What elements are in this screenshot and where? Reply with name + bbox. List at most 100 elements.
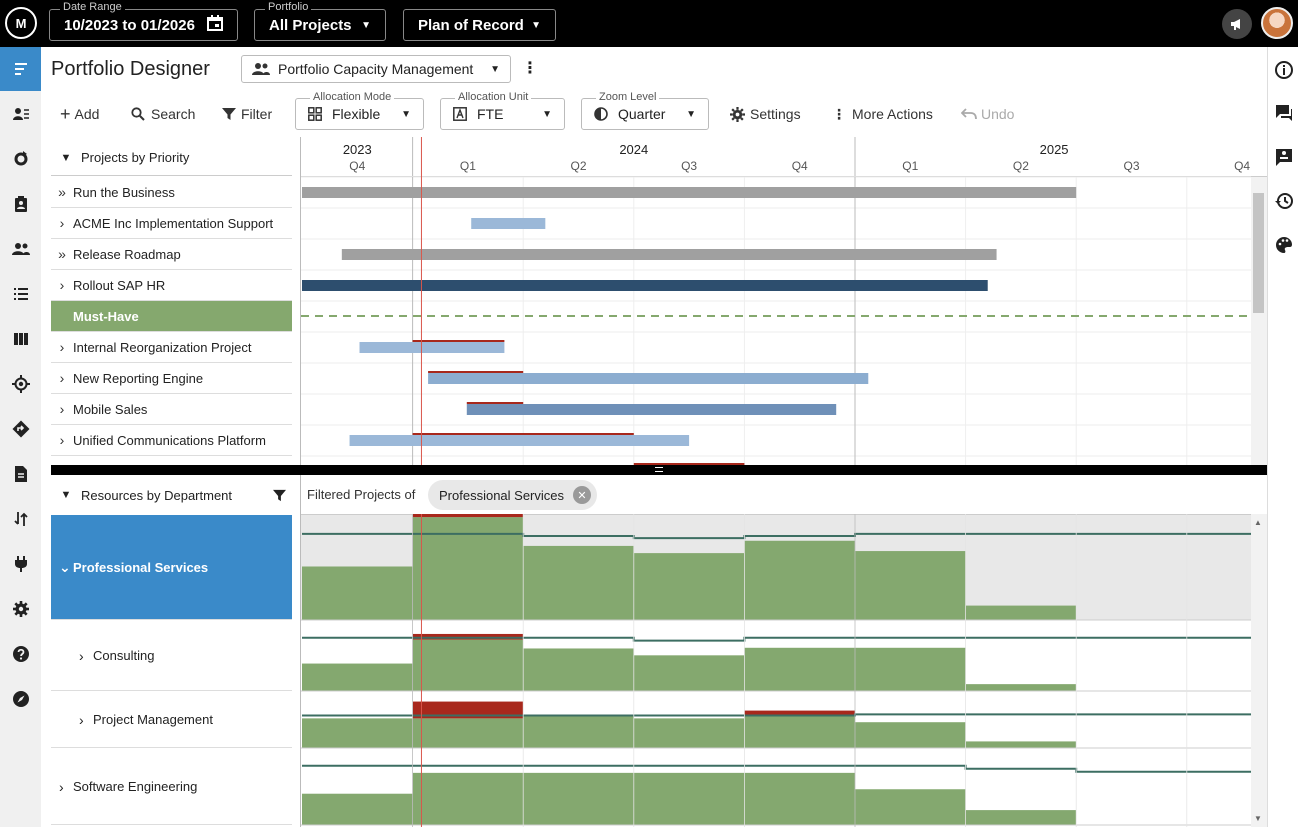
gantt-bar[interactable]	[349, 435, 690, 446]
scroll-down-icon[interactable]: ▼	[1254, 814, 1262, 823]
contact-card-icon[interactable]	[1274, 147, 1294, 167]
department-row[interactable]: › Software Engineering	[51, 749, 292, 825]
scroll-up-icon[interactable]: ▲	[1254, 518, 1262, 527]
panel-splitter[interactable]	[300, 137, 301, 827]
demand-bar[interactable]	[744, 540, 855, 620]
double-chevron-icon[interactable]: »	[58, 246, 66, 262]
view-select[interactable]: Portfolio Capacity Management ▼	[241, 55, 511, 83]
demand-bar[interactable]	[412, 517, 524, 620]
demand-bar[interactable]	[523, 716, 634, 748]
nav-item-routing[interactable]	[0, 407, 41, 451]
demand-bar[interactable]	[633, 655, 745, 691]
nav-item-plug[interactable]	[0, 542, 41, 586]
demand-bar[interactable]	[523, 545, 634, 620]
comments-icon[interactable]	[1274, 103, 1294, 123]
more-actions-button[interactable]: ⋮ More Actions	[832, 99, 933, 129]
chevron-right-icon[interactable]: ›	[79, 711, 84, 728]
project-row[interactable]: › Internal Reorganization Project	[51, 332, 292, 363]
project-row[interactable]: › Unified Communications Platform	[51, 425, 292, 456]
demand-bar[interactable]	[855, 551, 966, 620]
close-icon[interactable]: ✕	[573, 486, 591, 504]
app-logo[interactable]: M	[5, 7, 37, 39]
demand-bar[interactable]	[633, 553, 745, 620]
settings-button[interactable]: Settings	[730, 99, 801, 129]
user-avatar[interactable]	[1261, 7, 1293, 39]
demand-bar[interactable]	[633, 718, 745, 748]
drag-handle-icon[interactable]	[655, 467, 663, 472]
nav-item-sort[interactable]	[0, 497, 41, 541]
filter-chip[interactable]: Professional Services ✕	[428, 480, 597, 510]
nav-item-clipboard[interactable]	[0, 182, 41, 226]
demand-bar[interactable]	[855, 722, 966, 748]
add-button[interactable]: + Add	[60, 99, 99, 129]
overallocation-bar[interactable]	[412, 701, 524, 719]
nav-item-columns[interactable]	[0, 317, 41, 361]
gantt-bar[interactable]	[359, 342, 505, 353]
demand-bar[interactable]	[744, 715, 855, 748]
gantt-bar[interactable]	[466, 404, 837, 415]
demand-bar[interactable]	[523, 648, 634, 691]
nav-item-target[interactable]	[0, 362, 41, 406]
chevron-down-icon[interactable]: ⌄	[59, 558, 71, 575]
demand-bar[interactable]	[302, 793, 413, 825]
demand-bar[interactable]	[523, 772, 634, 825]
gantt-bar[interactable]	[302, 280, 988, 291]
page-more-icon[interactable]: ⋮	[522, 60, 538, 77]
project-row[interactable]: » Run the Business	[51, 177, 292, 208]
overallocation-bar[interactable]	[412, 633, 524, 640]
collapse-triangle-icon[interactable]: ▼	[60, 151, 72, 164]
demand-bar[interactable]	[633, 772, 745, 825]
nav-item-resource-list[interactable]	[0, 92, 41, 136]
nav-item-people[interactable]	[0, 227, 41, 271]
project-row[interactable]: » Release Roadmap	[51, 239, 292, 270]
date-range-field[interactable]: Date Range 10/2023 to 01/2026	[49, 1, 238, 41]
chevron-right-icon[interactable]: ›	[59, 339, 65, 355]
portfolio-select[interactable]: Portfolio All Projects ▼	[254, 1, 386, 41]
gantt-bar[interactable]	[341, 249, 997, 260]
projects-header[interactable]: ▼ Projects by Priority	[51, 140, 292, 176]
demand-bar[interactable]	[412, 639, 524, 691]
department-row[interactable]: › Consulting	[51, 621, 292, 691]
history-icon[interactable]	[1274, 191, 1294, 211]
nav-item-document[interactable]	[0, 452, 41, 496]
demand-bar[interactable]	[744, 772, 855, 825]
nav-item-refresh-cycle[interactable]	[0, 137, 41, 181]
project-row[interactable]: › New Reporting Engine	[51, 363, 292, 394]
demand-bar[interactable]	[302, 718, 413, 748]
department-row[interactable]: ⌄ Professional Services	[51, 515, 292, 620]
nav-item-list[interactable]	[0, 272, 41, 316]
project-row[interactable]: › Mobile Sales	[51, 394, 292, 425]
undo-button[interactable]: Undo	[961, 99, 1014, 129]
demand-bar[interactable]	[412, 772, 524, 825]
demand-bar[interactable]	[302, 663, 413, 691]
double-chevron-icon[interactable]: »	[58, 184, 66, 200]
palette-icon[interactable]	[1274, 235, 1294, 255]
announcements-button[interactable]	[1222, 9, 1252, 39]
demand-bar[interactable]	[965, 810, 1077, 825]
overallocation-bar[interactable]	[412, 514, 524, 518]
priority-separator[interactable]: Must-Have	[51, 301, 292, 332]
demand-bar[interactable]	[744, 647, 855, 691]
filter-button[interactable]: Filter	[222, 99, 272, 129]
resources-header[interactable]: ▼ Resources by Department	[51, 480, 292, 510]
demand-bar[interactable]	[855, 789, 966, 825]
pane-divider[interactable]	[51, 465, 1267, 475]
demand-bar[interactable]	[965, 741, 1077, 748]
demand-bar[interactable]	[302, 566, 413, 620]
demand-bar[interactable]	[412, 718, 524, 748]
gantt-scroll-thumb[interactable]	[1253, 193, 1264, 313]
overallocation-bar[interactable]	[744, 710, 855, 716]
demand-bar[interactable]	[855, 647, 966, 691]
gantt-scrollbar[interactable]	[1251, 177, 1267, 465]
gantt-bar[interactable]	[471, 218, 546, 229]
gantt-bar[interactable]	[428, 373, 869, 384]
chevron-right-icon[interactable]: ›	[59, 778, 64, 795]
allocation-mode-select[interactable]: Allocation Mode Flexible ▼	[295, 91, 424, 130]
chevron-right-icon[interactable]: ›	[79, 647, 84, 664]
nav-item-settings[interactable]	[0, 587, 41, 631]
chevron-right-icon[interactable]: ›	[59, 215, 65, 231]
search-button[interactable]: Search	[131, 99, 195, 129]
chevron-right-icon[interactable]: ›	[59, 370, 65, 386]
plan-select[interactable]: Plan of Record ▼	[403, 9, 556, 41]
demand-bar[interactable]	[965, 605, 1077, 620]
